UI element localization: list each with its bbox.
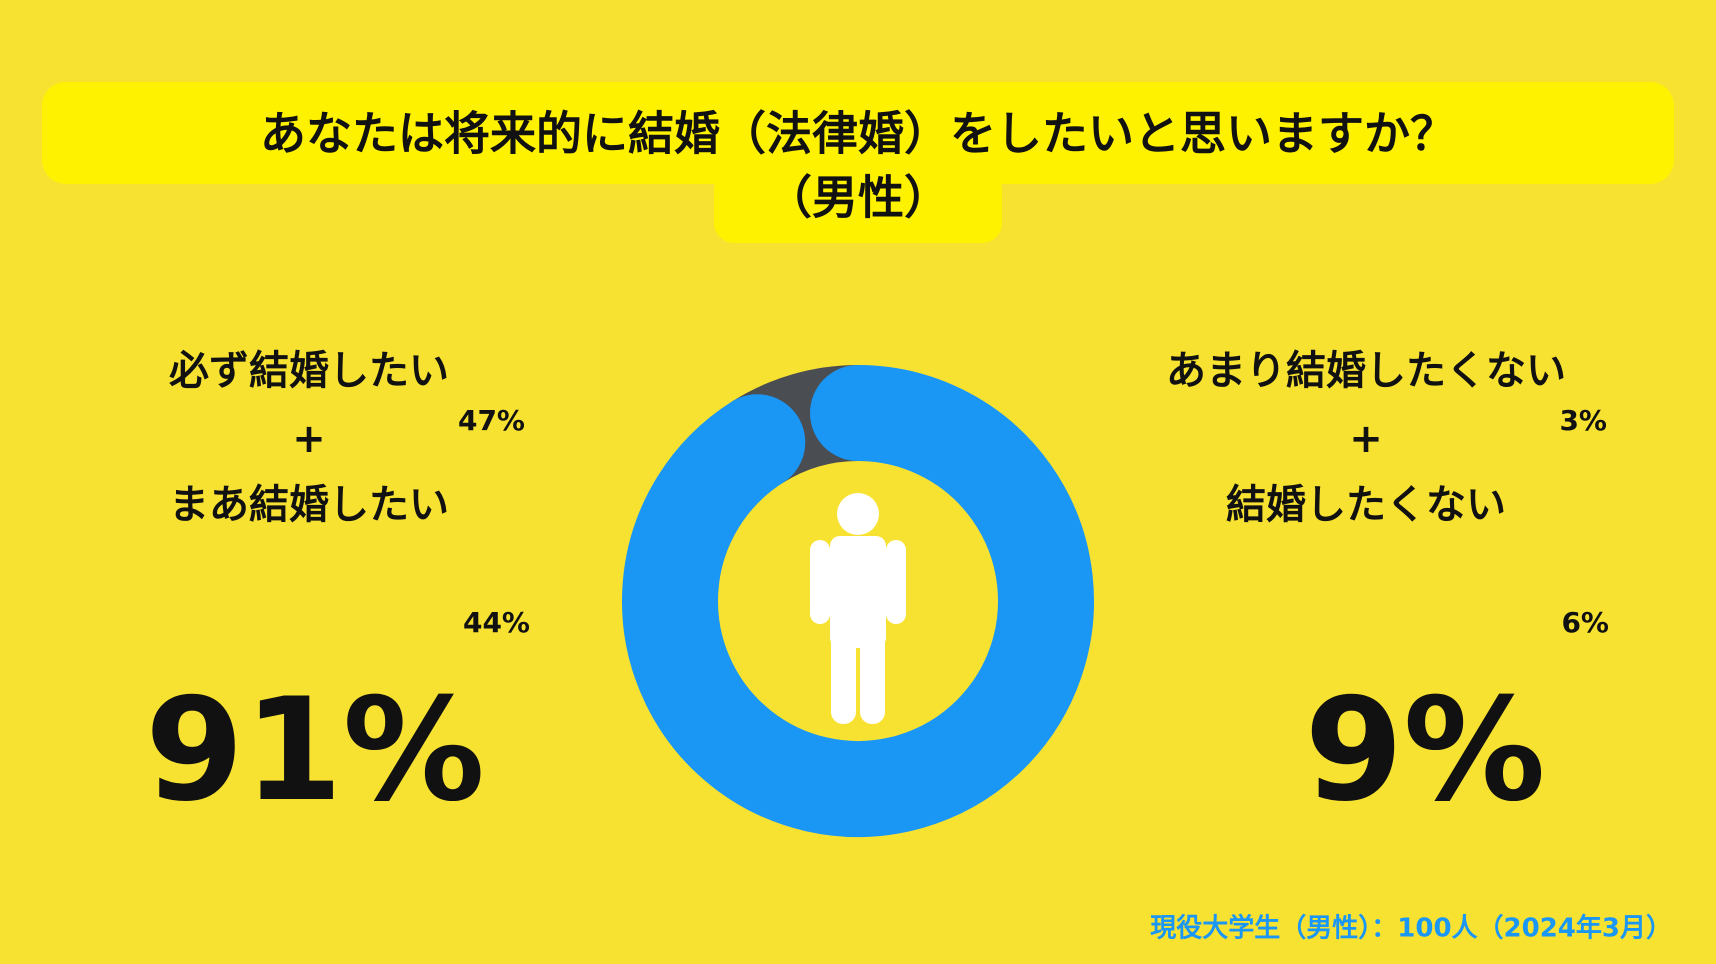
- title-box: [42, 82, 1674, 184]
- chart-title: あなたは将来的に結婚（法律婚）をしたいと思いますか？: [260, 107, 1456, 161]
- value-label: 3%: [1559, 404, 1607, 437]
- group-total: 91%: [145, 668, 485, 833]
- category-label: あまり結婚したくない: [1166, 348, 1566, 394]
- footnote: 現役大学生（男性）：100人（2024年3月）: [1150, 913, 1672, 944]
- category-label: 必ず結婚したい: [169, 348, 449, 394]
- group-total: 9%: [1304, 668, 1545, 833]
- person-icon: [810, 493, 906, 724]
- category-label: 結婚したくない: [1226, 482, 1506, 528]
- value-label: 44%: [463, 606, 530, 639]
- value-label: 47%: [458, 404, 525, 437]
- donut-segment: [622, 365, 1094, 837]
- value-label: 6%: [1561, 606, 1609, 639]
- joiner: +: [1349, 416, 1383, 462]
- joiner: +: [292, 416, 326, 462]
- chart-subtitle: （男性）: [766, 171, 950, 225]
- category-label: まあ結婚したい: [169, 482, 449, 528]
- subtitle-box: [714, 170, 1002, 243]
